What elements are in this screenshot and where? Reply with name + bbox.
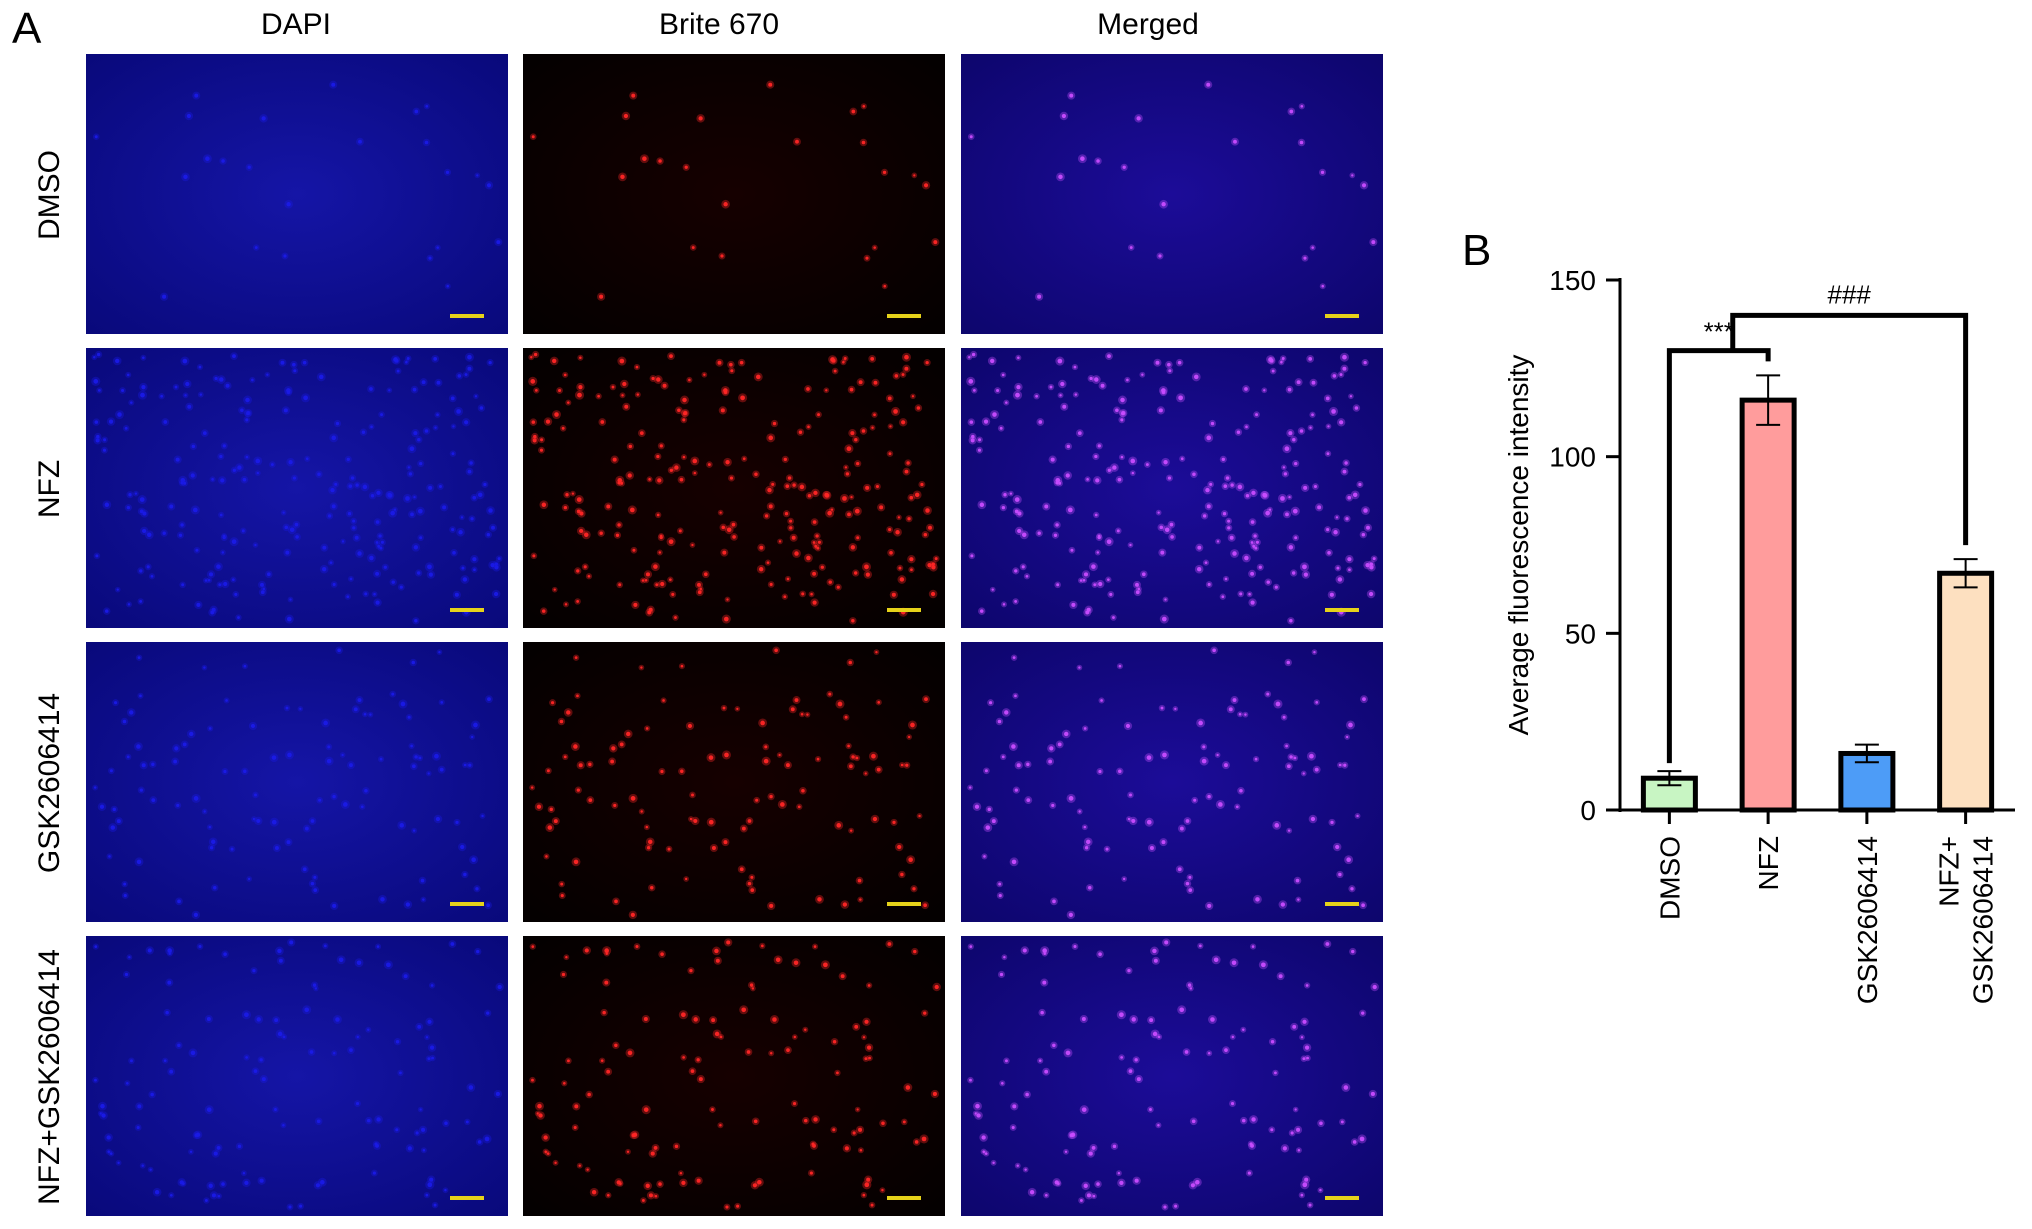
y-tick-label: 150 — [1549, 265, 1596, 296]
significance-label: ### — [1827, 279, 1871, 309]
micrograph-brite-gsk2606414 — [523, 642, 945, 922]
micrograph-merged-dmso — [961, 54, 1383, 334]
row-label-nfz: NFZ — [33, 459, 67, 519]
micrograph-merged-nfz — [961, 348, 1383, 628]
significance-bracket — [1666, 348, 1771, 764]
micrograph-dapi-nfz — [86, 348, 508, 628]
micrograph-dapi-nfz-gsk2606414 — [86, 936, 508, 1216]
y-axis-label: Average fluorescence intensity — [1503, 355, 1534, 736]
x-tick-label: GSK2606414 — [1968, 836, 1999, 1004]
column-header-brite670: Brite 670 — [658, 8, 780, 41]
y-tick-label: 100 — [1549, 442, 1596, 473]
micrograph-dapi-gsk2606414 — [86, 642, 508, 922]
x-tick-label: DMSO — [1654, 836, 1685, 920]
micrograph-dapi-dmso — [86, 54, 508, 334]
column-header-merged: Merged — [1097, 8, 1199, 41]
row-label-dmso: DMSO — [33, 150, 66, 240]
row-label-gsk2606414: GSK2606414 — [33, 692, 66, 874]
micrograph-merged-gsk2606414 — [961, 642, 1383, 922]
panel-b-letter: B — [1462, 226, 1492, 275]
panel-a-letter: A — [12, 4, 42, 53]
micrograph-brite-nfz — [523, 348, 945, 628]
micrograph-brite-nfz-gsk2606414 — [523, 936, 945, 1216]
y-tick-label: 50 — [1565, 618, 1596, 649]
bar — [1937, 570, 1995, 813]
significance-label: *** — [1704, 317, 1734, 347]
significance-bracket — [1730, 312, 1969, 546]
x-tick-label: GSK2606414 — [1852, 836, 1883, 1004]
micrograph-merged-nfz-gsk2606414 — [961, 936, 1383, 1216]
x-tick-label: NFZ — [1753, 836, 1784, 890]
y-tick-label: 0 — [1580, 795, 1596, 826]
bar-chart: 0 50 100 150 Average fluorescence intensity D… — [1503, 265, 2015, 1004]
bar — [1739, 397, 1797, 813]
micrograph-brite-dmso — [523, 54, 945, 334]
row-label-nfz-gsk2606414: NFZ+GSK2606414 — [33, 949, 67, 1205]
x-tick-label: NFZ+ — [1934, 836, 1965, 907]
column-header-dapi: DAPI — [260, 8, 332, 41]
